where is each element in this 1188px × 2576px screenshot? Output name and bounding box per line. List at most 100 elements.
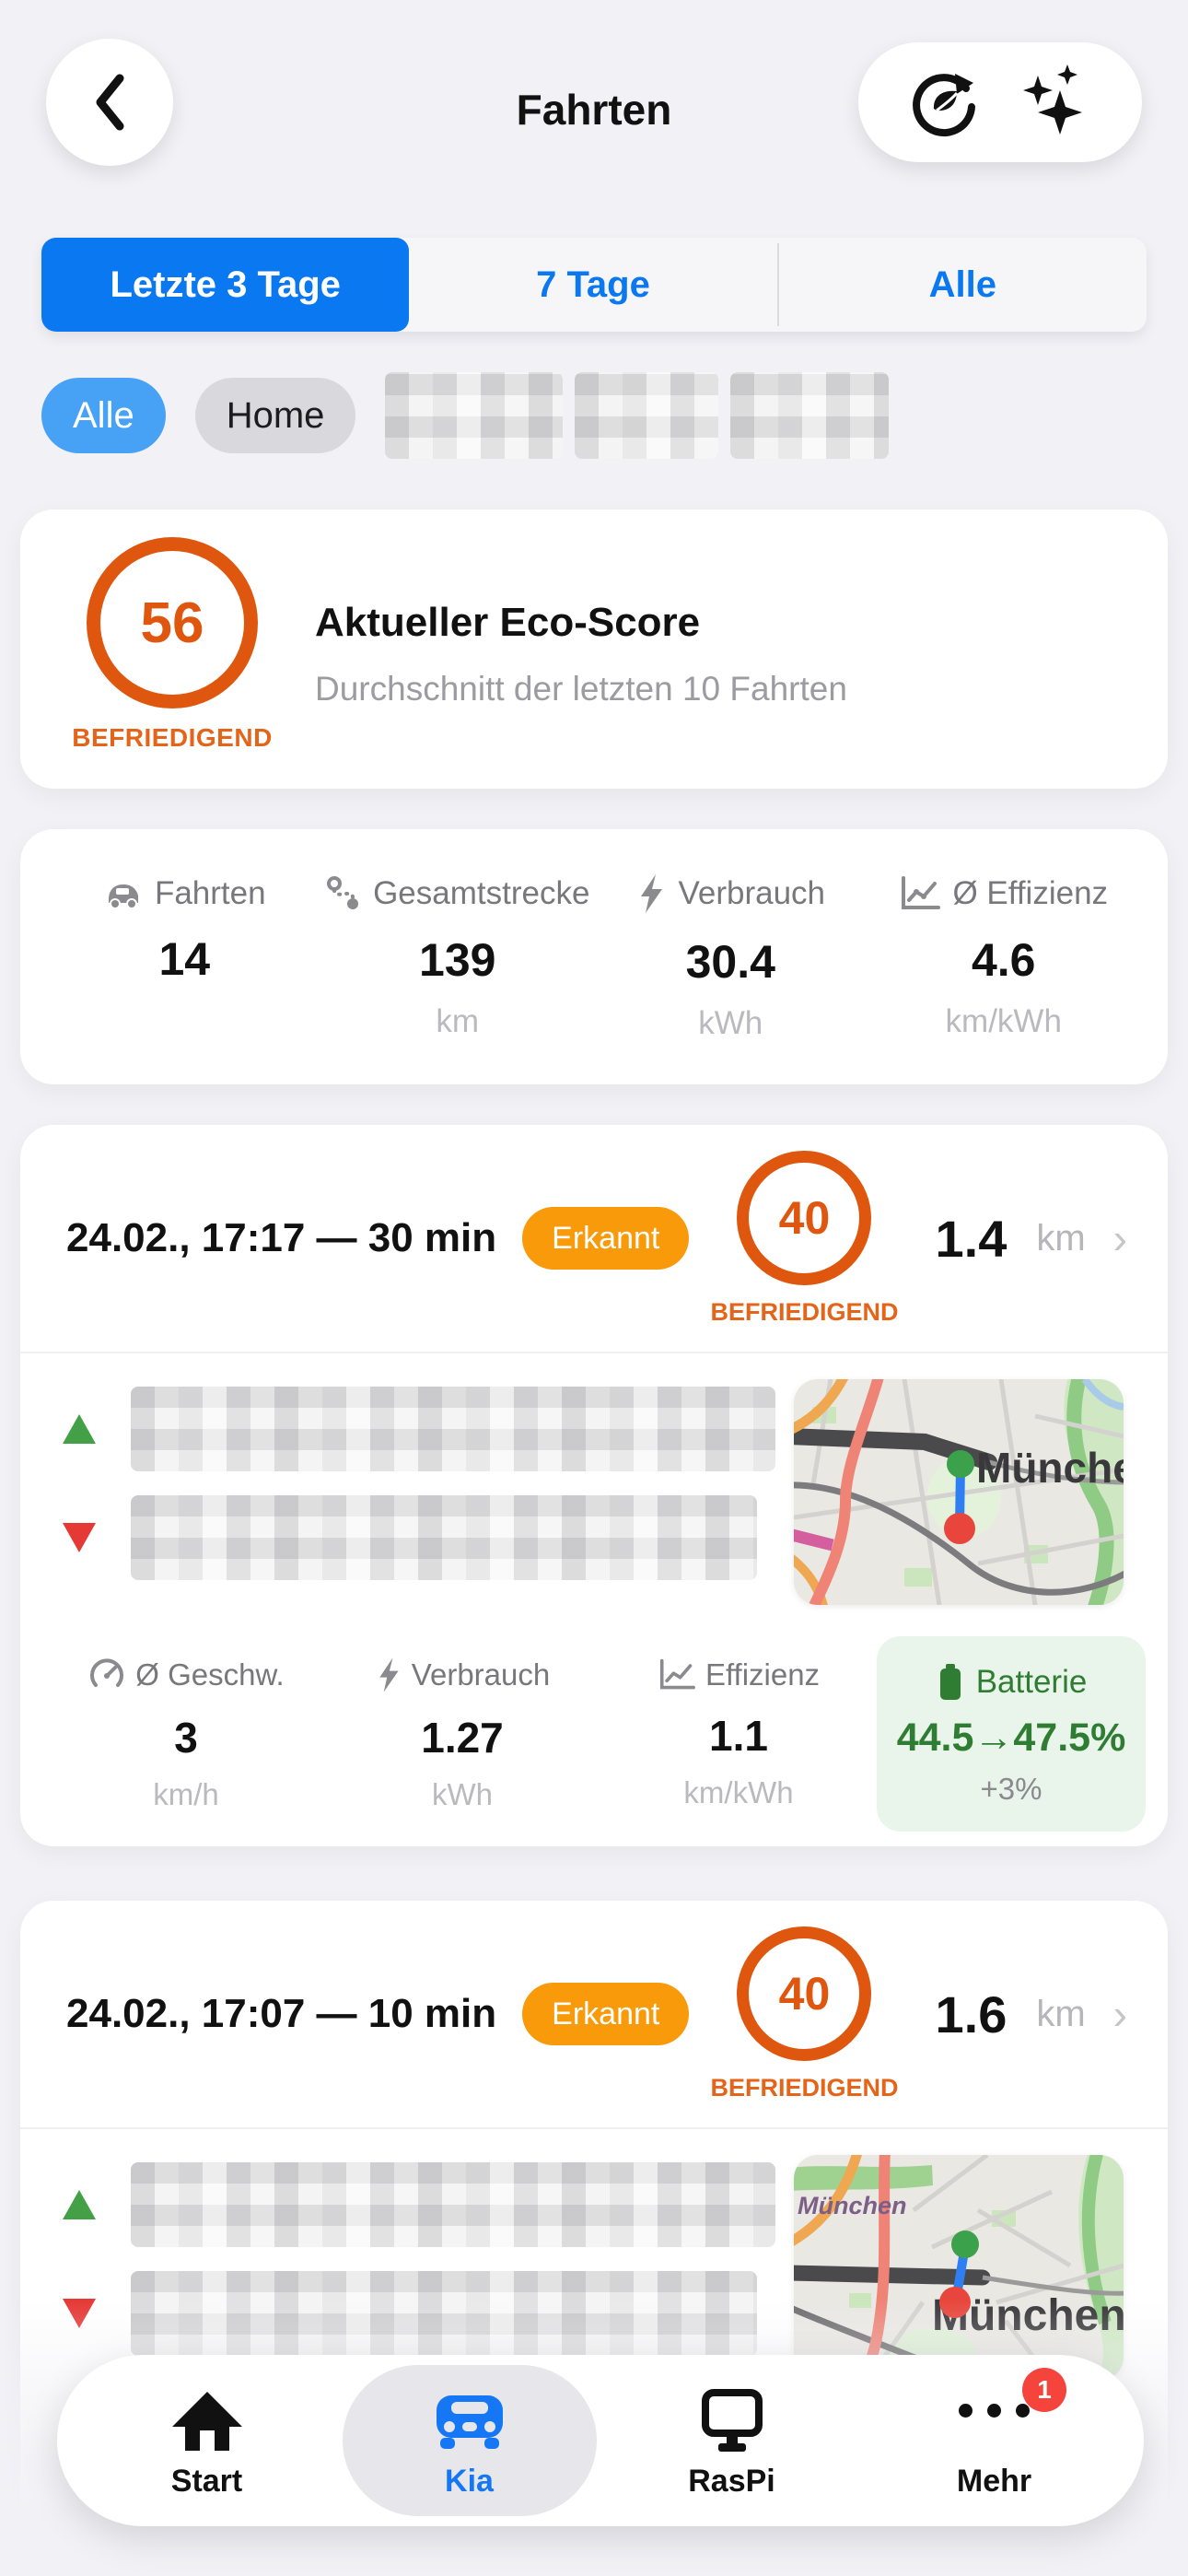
- back-button[interactable]: [46, 39, 173, 166]
- trip-score-ring: 40: [737, 1926, 872, 2061]
- trip-card: 24.02., 17:07 — 10 min Erkannt 40 BEFRIE…: [20, 1901, 1168, 2576]
- eco-score-subtitle: Durchschnitt der letzten 10 Fahrten: [315, 670, 847, 708]
- trip-score-rating: BEFRIEDIGEND: [710, 2073, 899, 2102]
- redacted-end-address: [131, 2271, 757, 2356]
- eco-refresh-icon: [913, 74, 975, 137]
- redacted-start-address: [131, 1387, 775, 1471]
- filter-chips-row: Alle Home: [41, 372, 1188, 459]
- tstat-unit: km/h: [153, 1777, 219, 1811]
- trip-detected-badge: Erkannt: [522, 1983, 690, 2045]
- trip-map-thumbnail[interactable]: München: [794, 1379, 1124, 1605]
- redacted-chip[interactable]: [575, 372, 719, 459]
- stat-unit: km/kWh: [945, 1002, 1062, 1039]
- trip-end-icon: [63, 1523, 96, 1552]
- redacted-chip[interactable]: [730, 372, 890, 459]
- tstat-label: Effizienz: [705, 1657, 821, 1692]
- trip-score-block: 40 BEFRIEDIGEND: [710, 1150, 899, 1327]
- eco-score-text: Aktueller Eco-Score Durchschnitt der let…: [315, 600, 847, 708]
- battery-label: Batterie: [975, 1663, 1088, 1700]
- battery-value: 44.5→47.5%: [896, 1715, 1126, 1760]
- trip-end-icon: [63, 2299, 96, 2328]
- segment-alle[interactable]: Alle: [928, 263, 996, 305]
- bolt-icon: [379, 1657, 399, 1692]
- stat-value: 30.4: [685, 935, 775, 988]
- trip-distance-unit: km: [1036, 1217, 1086, 1259]
- segment-letzte-3-tage[interactable]: Letzte 3 Tage: [41, 238, 410, 332]
- stat-label: Ø Effizienz: [952, 874, 1109, 911]
- monitor-icon: [701, 2388, 763, 2452]
- redacted-end-address: [131, 1495, 757, 1580]
- redacted-start-address: [131, 2162, 775, 2247]
- stat-value: 139: [419, 933, 496, 986]
- battery-box: Batterie 44.5→47.5% +3%: [877, 1636, 1146, 1832]
- ai-insights-button[interactable]: [1019, 63, 1091, 142]
- stat-label: Verbrauch: [678, 874, 826, 911]
- stat-unit: kWh: [698, 1004, 763, 1041]
- trip-stat-geschw: Ø Geschw. 3 km/h: [48, 1656, 324, 1812]
- car-icon: [108, 884, 138, 909]
- bottom-navigation: Start Kia RasPi 1: [57, 2355, 1144, 2526]
- stat-value: 4.6: [971, 933, 1036, 986]
- map-city-label-small: München: [798, 2192, 907, 2219]
- stat-effizienz: Ø Effizienz 4.6 km/kWh: [868, 874, 1141, 1040]
- map-end-dot: [944, 1513, 975, 1544]
- segment-divider: [776, 243, 779, 326]
- trip-score-value: 40: [778, 1191, 831, 1244]
- map-start-dot: [951, 2231, 979, 2258]
- eco-refresh-button[interactable]: [909, 66, 981, 138]
- trip-detected-badge: Erkannt: [522, 1207, 690, 1270]
- time-range-segmented-control: Letzte 3 Tage 7 Tage Alle: [41, 238, 1147, 332]
- trip-start-icon: [63, 2190, 96, 2219]
- stat-label: Gesamtstrecke: [373, 874, 590, 911]
- nav-label: RasPi: [688, 2463, 775, 2499]
- trip-stat-verbrauch: Verbrauch 1.27 kWh: [324, 1656, 600, 1812]
- map-end-dot: [939, 2287, 971, 2318]
- chevron-right-icon[interactable]: ›: [1112, 1990, 1127, 2038]
- nav-item-raspi[interactable]: RasPi: [605, 2365, 859, 2516]
- trip-map-thumbnail[interactable]: München München: [794, 2155, 1124, 2381]
- nav-item-kia[interactable]: Kia: [342, 2365, 597, 2516]
- stat-fahrten: Fahrten 14: [48, 875, 321, 1039]
- nav-label: Kia: [445, 2463, 494, 2499]
- stat-value: 14: [158, 932, 211, 985]
- battery-icon: [939, 1663, 961, 1700]
- divider: [20, 1352, 1168, 1353]
- tstat-label: Ø Geschw.: [135, 1657, 285, 1692]
- nav-item-start[interactable]: Start: [80, 2365, 334, 2516]
- tstat-unit: kWh: [432, 1777, 493, 1811]
- divider: [20, 2127, 1168, 2129]
- trip-end-address-row: [63, 1495, 1168, 1580]
- route-icon: [327, 875, 359, 909]
- trip-datetime: 24.02., 17:07 — 10 min: [66, 1991, 497, 2036]
- tstat-value: 1.1: [709, 1712, 768, 1760]
- gauge-icon: [90, 1658, 124, 1687]
- trip-distance-unit: km: [1036, 1993, 1086, 2034]
- eco-score-card: 56 BEFRIEDIGEND Aktueller Eco-Score Durc…: [20, 509, 1168, 789]
- summary-stats-card: Fahrten 14 Gesamtstrecke 139 km Verbrauc…: [20, 829, 1168, 1084]
- trip-header[interactable]: 24.02., 17:07 — 10 min Erkannt 40 BEFRIE…: [20, 1901, 1168, 2127]
- nav-label: Start: [170, 2463, 243, 2499]
- trip-distance: 1.6: [935, 1985, 1007, 2043]
- chart-line-icon: [659, 1658, 695, 1690]
- chip-alle[interactable]: Alle: [41, 378, 166, 453]
- header: Fahrten: [0, 0, 1188, 193]
- trip-score-rating: BEFRIEDIGEND: [710, 1297, 899, 1326]
- map-image: München: [794, 1379, 1124, 1605]
- redacted-chip[interactable]: [385, 372, 564, 459]
- nav-item-mehr[interactable]: 1 Mehr: [868, 2365, 1122, 2516]
- map-city-label: München: [976, 1444, 1124, 1492]
- segment-7-tage[interactable]: 7 Tage: [536, 263, 650, 305]
- chip-home[interactable]: Home: [194, 378, 356, 453]
- eco-score-title: Aktueller Eco-Score: [315, 600, 701, 645]
- back-chevron-icon: [96, 74, 124, 131]
- trip-score-ring: 40: [737, 1150, 872, 1285]
- tstat-unit: km/kWh: [683, 1775, 794, 1809]
- sparkles-icon: [1023, 64, 1082, 135]
- trip-header[interactable]: 24.02., 17:17 — 30 min Erkannt 40 BEFRIE…: [20, 1125, 1168, 1352]
- bolt-icon: [641, 873, 663, 913]
- home-icon: [171, 2391, 242, 2451]
- chevron-right-icon[interactable]: ›: [1112, 1214, 1127, 1262]
- header-actions: [858, 42, 1142, 162]
- trip-start-address-row: [63, 2162, 1168, 2247]
- trip-datetime: 24.02., 17:17 — 30 min: [66, 1215, 497, 1260]
